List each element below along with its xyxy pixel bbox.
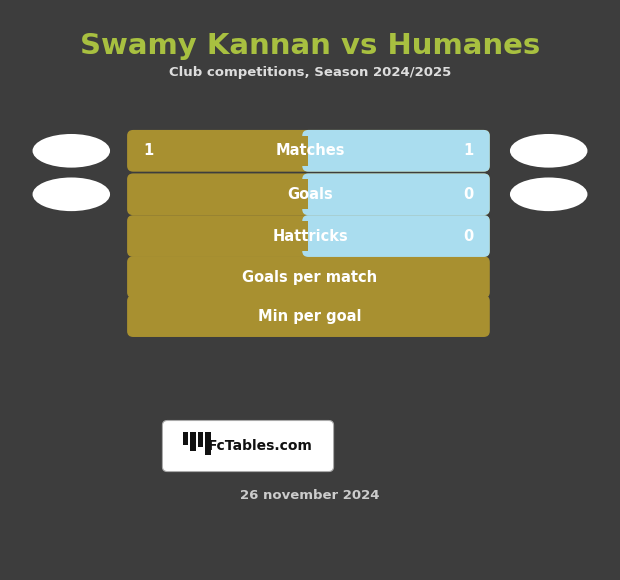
Ellipse shape [32, 134, 110, 168]
FancyBboxPatch shape [302, 130, 490, 172]
FancyBboxPatch shape [127, 130, 490, 172]
FancyBboxPatch shape [198, 432, 203, 447]
Text: Goals: Goals [287, 187, 333, 202]
FancyBboxPatch shape [133, 179, 309, 209]
FancyBboxPatch shape [133, 221, 309, 251]
Text: Goals per match: Goals per match [242, 270, 378, 285]
Ellipse shape [510, 134, 588, 168]
Ellipse shape [510, 177, 588, 211]
FancyBboxPatch shape [133, 136, 309, 166]
FancyBboxPatch shape [127, 215, 490, 257]
FancyBboxPatch shape [162, 420, 334, 472]
Text: Matches: Matches [275, 143, 345, 158]
FancyBboxPatch shape [205, 432, 211, 455]
Text: 1: 1 [143, 143, 154, 158]
Text: Swamy Kannan vs Humanes: Swamy Kannan vs Humanes [80, 32, 540, 60]
Text: 26 november 2024: 26 november 2024 [241, 490, 379, 502]
Text: Club competitions, Season 2024/2025: Club competitions, Season 2024/2025 [169, 66, 451, 79]
Text: Min per goal: Min per goal [259, 309, 361, 324]
FancyBboxPatch shape [302, 173, 490, 215]
FancyBboxPatch shape [302, 215, 490, 257]
FancyBboxPatch shape [127, 256, 490, 298]
FancyBboxPatch shape [190, 432, 196, 451]
Ellipse shape [32, 177, 110, 211]
Text: FcTables.com: FcTables.com [208, 439, 313, 453]
FancyBboxPatch shape [183, 432, 188, 445]
FancyBboxPatch shape [127, 173, 490, 215]
Text: 0: 0 [463, 229, 474, 244]
Text: Hattricks: Hattricks [272, 229, 348, 244]
Text: 1: 1 [463, 143, 474, 158]
Text: 0: 0 [463, 187, 474, 202]
FancyBboxPatch shape [127, 295, 490, 337]
